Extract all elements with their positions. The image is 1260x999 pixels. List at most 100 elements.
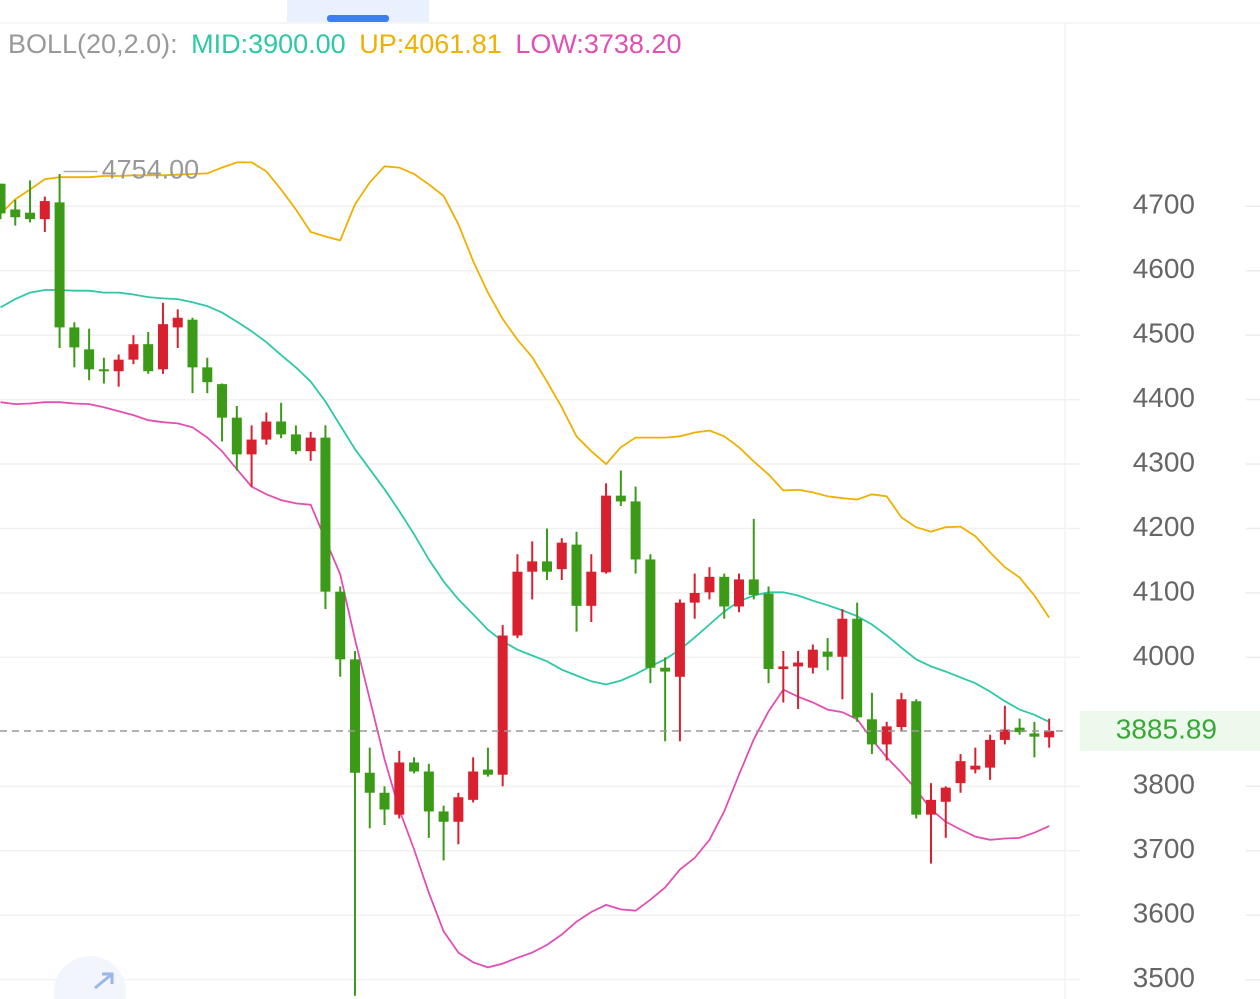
y-tick-label: 4100	[1133, 575, 1195, 606]
candle-body	[409, 762, 420, 772]
band-line	[0, 289, 1050, 723]
candle-body	[541, 561, 552, 572]
candle-body	[940, 787, 951, 802]
candle-body	[128, 344, 139, 360]
candle-body	[866, 719, 877, 745]
candle-body	[822, 651, 833, 657]
candle-body	[25, 212, 36, 220]
candle-body	[69, 327, 80, 348]
bands	[0, 161, 1050, 969]
candle-body	[527, 561, 538, 572]
candle-body	[985, 739, 996, 768]
candle-body	[571, 544, 582, 606]
candle-body	[999, 729, 1010, 740]
candle-body	[438, 811, 449, 822]
candle-body	[246, 439, 257, 455]
candle-body	[379, 792, 390, 810]
candle-body	[84, 349, 95, 370]
indicator-legend: BOLL(20,2.0): MID:3900.00 UP:4061.81 LOW…	[8, 29, 681, 59]
y-tick-label: 4700	[1133, 189, 1195, 220]
expand-button[interactable]	[54, 956, 126, 999]
candle-body	[763, 593, 774, 670]
candle-body	[10, 209, 21, 218]
candle-body	[837, 618, 848, 657]
candle-body	[630, 501, 641, 560]
candle-body	[793, 662, 804, 667]
candle-body	[734, 579, 744, 607]
candle-body	[202, 367, 213, 383]
candle-body	[423, 771, 434, 812]
y-tick-label: 3500	[1133, 962, 1195, 993]
candle-body	[601, 495, 612, 573]
y-tick-label: 4300	[1133, 446, 1195, 477]
candle-body	[39, 201, 50, 220]
candle-body	[748, 579, 759, 595]
candle-body	[113, 359, 124, 372]
band-line	[0, 401, 1050, 969]
candle-body	[1029, 733, 1040, 737]
candle-body	[807, 649, 818, 668]
candle-body	[305, 437, 316, 452]
band-line	[0, 161, 1050, 619]
y-tick-label: 4500	[1133, 318, 1195, 349]
expand-icon	[94, 972, 114, 990]
legend-entry: LOW:3738.20	[515, 29, 681, 59]
candle-body	[778, 666, 789, 670]
candles	[0, 174, 1055, 996]
candle-body	[261, 421, 272, 440]
candle-body	[674, 602, 685, 677]
candle-body	[512, 571, 523, 636]
candle-body	[704, 576, 715, 593]
grid: 3500 3600 3700 3800 4000 4100 4200 4300 4400 4500…	[0, 189, 1260, 993]
candle-body	[468, 771, 479, 800]
y-tick-label: 3700	[1133, 833, 1195, 864]
candle-body	[54, 202, 65, 328]
candle-body	[335, 591, 346, 660]
candle-body	[482, 769, 493, 775]
y-tick-label: 3600	[1133, 898, 1195, 929]
candle-body	[556, 542, 567, 570]
candle-body	[217, 384, 228, 418]
y-tick-label: 3800	[1133, 769, 1195, 800]
overlay: 3885.89 4754.00	[0, 155, 1260, 751]
y-tick-label: 4200	[1133, 511, 1195, 542]
last-price-box	[1080, 710, 1260, 751]
legend-entry: UP:4061.81	[359, 29, 502, 59]
candle-body	[290, 434, 301, 452]
candle-body	[926, 799, 937, 815]
tab-background[interactable]	[287, 0, 429, 22]
candle-body	[349, 659, 360, 773]
candle-body	[615, 495, 626, 502]
candle-body	[98, 369, 109, 372]
candle-body	[911, 701, 922, 815]
candle-body	[660, 667, 671, 672]
max-marker-label: 4754.00	[102, 155, 200, 185]
candle-body	[719, 576, 730, 607]
candle-body	[187, 319, 198, 368]
candle-body	[143, 344, 154, 372]
last-price-label: 3885.89	[1116, 713, 1217, 744]
candle-body	[0, 183, 6, 214]
candle-body	[1014, 727, 1025, 733]
candle-body	[586, 571, 597, 606]
candle-body	[955, 761, 966, 784]
candle-body	[172, 317, 183, 328]
candle-body	[689, 592, 700, 603]
candle-body	[1044, 730, 1055, 738]
indicator-label: BOLL(20,2.0):	[8, 29, 178, 59]
candle-body	[970, 765, 981, 770]
candle-body	[645, 559, 656, 668]
candle-body	[231, 417, 242, 455]
candle-body	[364, 772, 375, 793]
candle-body	[157, 324, 168, 370]
y-tick-label: 4400	[1133, 382, 1195, 413]
candle-body	[497, 635, 508, 775]
candle-body	[394, 762, 405, 815]
candle-body	[881, 726, 892, 745]
candle-body	[852, 618, 863, 718]
candle-body	[453, 797, 464, 822]
y-tick-label: 4600	[1133, 253, 1195, 284]
tab-indicator	[327, 15, 389, 22]
